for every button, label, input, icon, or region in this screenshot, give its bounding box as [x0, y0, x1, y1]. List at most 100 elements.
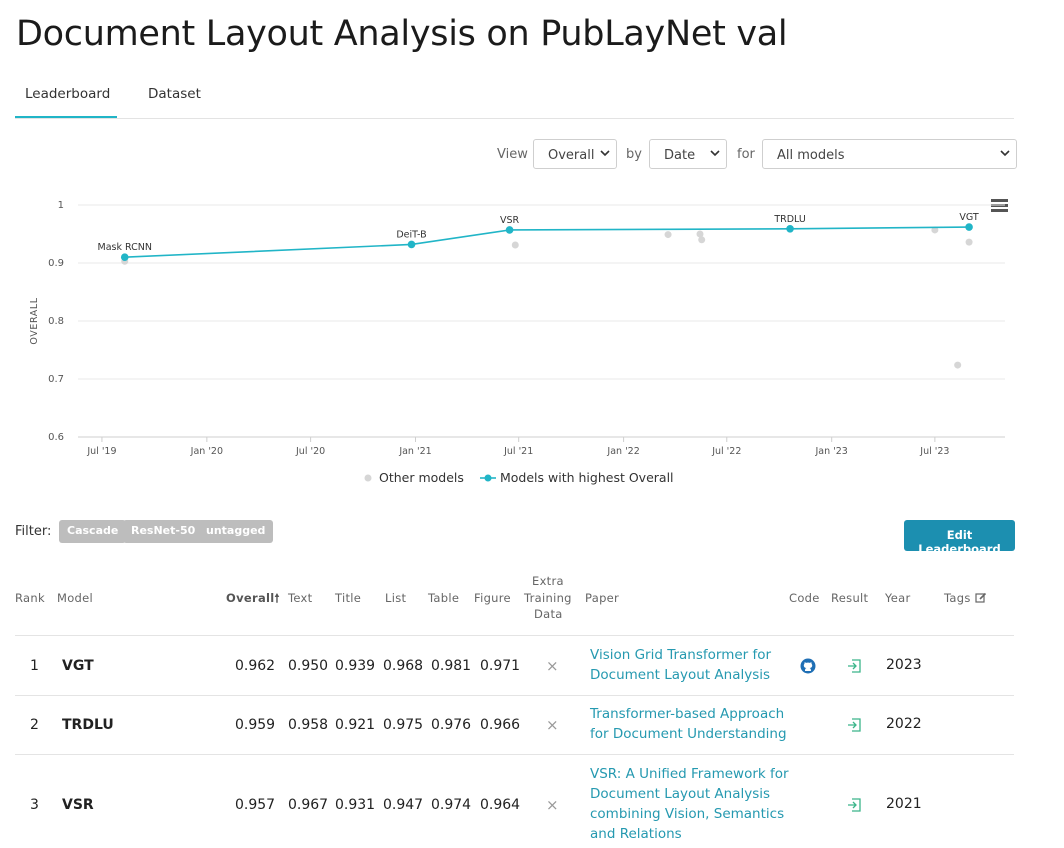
- other-model-point: [511, 241, 519, 249]
- tab-dataset[interactable]: Dataset: [148, 86, 201, 102]
- edit-leaderboard-button[interactable]: Edit Leaderboard: [904, 520, 1015, 556]
- title-cell: 0.921: [335, 717, 376, 733]
- by-label: by: [626, 147, 642, 162]
- edit-icon[interactable]: [975, 592, 987, 603]
- extra-data-cell: ×: [546, 796, 559, 814]
- paper-link[interactable]: Vision Grid Transformer for Document Lay…: [590, 645, 771, 685]
- other-model-point: [664, 231, 672, 239]
- result-link-icon[interactable]: [847, 718, 861, 732]
- header-year: Year: [885, 591, 911, 605]
- result-link-icon[interactable]: [847, 659, 861, 673]
- other-model-point: [931, 226, 939, 234]
- paper-link[interactable]: VSR: A Unified Framework for Document La…: [590, 764, 789, 844]
- sort-arrow-up-icon: 🠕: [274, 591, 280, 605]
- table-divider: [15, 754, 1014, 755]
- legend-best-label: Models with highest Overall: [500, 470, 674, 485]
- overall-cell: 0.962: [235, 658, 276, 674]
- list-cell: 0.968: [383, 658, 424, 674]
- x-tick-label: Jan '21: [398, 446, 431, 457]
- x-tick-label: Jul '19: [86, 446, 116, 457]
- paper-line: for Document Understanding: [590, 726, 787, 742]
- extra-data-cell: ×: [546, 716, 559, 734]
- by-select-value: Date: [664, 148, 696, 163]
- model-cell[interactable]: VGT: [62, 658, 94, 674]
- table-divider: [15, 635, 1014, 636]
- view-select[interactable]: Overall: [533, 139, 617, 169]
- header-overall-label: Overall: [226, 591, 275, 605]
- header-tags-label: Tags: [944, 591, 971, 605]
- overall-cell: 0.957: [235, 797, 276, 813]
- x-tick-label: Jan '20: [190, 446, 223, 457]
- view-label: View: [497, 147, 528, 162]
- header-overall[interactable]: Overall🠕: [226, 591, 280, 610]
- year-cell: 2022: [886, 716, 922, 732]
- other-model-point: [954, 361, 962, 369]
- chevron-down-icon: [710, 150, 720, 157]
- filter-tag-untagged[interactable]: untagged: [198, 520, 274, 543]
- for-select-value: All models: [777, 148, 845, 163]
- best-model-point: [505, 226, 514, 234]
- model-cell[interactable]: VSR: [62, 797, 94, 813]
- best-model-line: [124, 226, 970, 258]
- leaderboard-chart: 0.6 0.7 0.8 0.9 1 Jul '19 Jan '20 Jul '20 Jan '2…: [29, 200, 1005, 485]
- paper-link[interactable]: Transformer-based Approach for Document …: [590, 704, 787, 744]
- header-figure[interactable]: Figure: [474, 591, 511, 605]
- tab-bar: Leaderboard Dataset: [15, 78, 1014, 119]
- text-cell: 0.958: [288, 717, 329, 733]
- rank-cell: 3: [30, 797, 39, 813]
- chevron-down-icon: [600, 150, 610, 157]
- header-result: Result: [831, 591, 869, 605]
- legend-other-label: Other models: [379, 470, 464, 485]
- overall-cell: 0.959: [235, 717, 276, 733]
- header-list[interactable]: List: [385, 591, 407, 605]
- year-cell: 2021: [886, 796, 922, 812]
- header-rank: Rank: [15, 591, 45, 605]
- text-cell: 0.967: [288, 797, 329, 813]
- model-cell[interactable]: TRDLU: [62, 717, 114, 733]
- tab-leaderboard[interactable]: Leaderboard: [15, 86, 117, 118]
- rank-cell: 2: [30, 717, 39, 733]
- table-divider: [15, 695, 1014, 696]
- y-tick-label: 0.8: [48, 316, 64, 327]
- list-cell: 0.975: [383, 717, 424, 733]
- header-title[interactable]: Title: [335, 591, 362, 605]
- point-label: DeiT-B: [396, 229, 426, 240]
- extra-data-cell: ×: [546, 657, 559, 675]
- list-cell: 0.947: [383, 797, 424, 813]
- paper-line: Document Layout Analysis: [590, 786, 771, 802]
- title-cell: 0.939: [335, 658, 376, 674]
- legend-best-marker: [484, 474, 492, 482]
- header-table[interactable]: Table: [428, 591, 460, 605]
- header-paper: Paper: [585, 591, 620, 605]
- text-cell: 0.950: [288, 658, 329, 674]
- for-select[interactable]: All models: [762, 139, 1017, 169]
- figure-cell: 0.964: [480, 797, 521, 813]
- y-axis-label: OVERALL: [29, 297, 40, 344]
- x-tick-label: Jul '20: [295, 446, 325, 457]
- other-model-point: [696, 230, 704, 238]
- table-cell: 0.976: [431, 717, 472, 733]
- by-select[interactable]: Date: [649, 139, 727, 169]
- paper-line: VSR: A Unified Framework for: [590, 766, 789, 782]
- rank-cell: 1: [30, 658, 39, 674]
- figure-cell: 0.971: [480, 658, 521, 674]
- header-text[interactable]: Text: [288, 591, 313, 605]
- y-tick-label: 0.6: [48, 432, 64, 443]
- best-model-point: [965, 223, 973, 231]
- other-model-point: [698, 236, 706, 244]
- point-label: Mask RCNN: [98, 242, 152, 253]
- header-extra-line2: Training: [524, 591, 572, 605]
- figure-cell: 0.966: [480, 717, 521, 733]
- for-label: for: [737, 147, 755, 162]
- filter-label: Filter:: [15, 524, 52, 539]
- header-extra-line3: Data: [534, 607, 563, 621]
- best-model-point: [786, 224, 794, 233]
- filter-tag-resnet50[interactable]: ResNet-50: [123, 520, 204, 543]
- point-label: VGT: [959, 212, 979, 223]
- github-icon[interactable]: [800, 658, 816, 674]
- filter-tag-cascade[interactable]: Cascade: [59, 520, 127, 543]
- point-label: TRDLU: [773, 214, 806, 225]
- year-cell: 2023: [886, 657, 922, 673]
- result-link-icon[interactable]: [847, 798, 861, 812]
- x-tick-label: Jul '21: [503, 446, 533, 457]
